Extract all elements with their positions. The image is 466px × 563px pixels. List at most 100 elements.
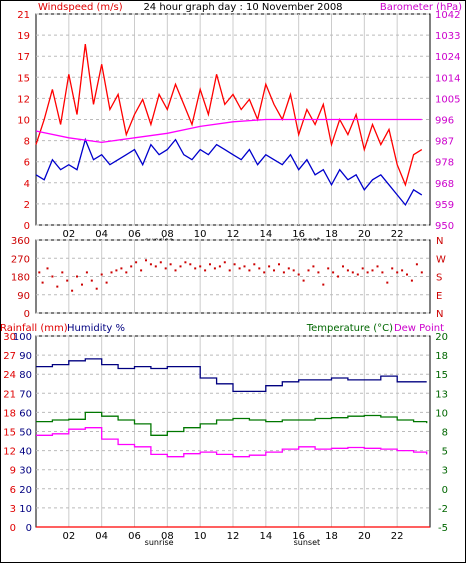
wind-direction-point — [194, 267, 197, 270]
y-right-tick-label: 996 — [435, 116, 454, 127]
y-left-tick-label: 19 — [17, 31, 30, 42]
wind-direction-point — [371, 269, 374, 272]
wind-direction-point — [95, 287, 98, 290]
y-right-tick-label: 1024 — [435, 52, 460, 63]
series-line-temperature — [36, 411, 428, 436]
y-right-tick-label: 968 — [435, 179, 454, 190]
wind-direction-point — [356, 273, 359, 276]
y-right-tick-label: 978 — [435, 158, 454, 169]
wind-direction-point — [204, 269, 207, 272]
y-right-tick-label: N — [436, 309, 443, 320]
wind-direction-point — [145, 259, 147, 262]
y-left-tick-label: 90 — [17, 291, 30, 302]
wind-direction-point — [351, 271, 354, 274]
wind-direction-point — [287, 267, 290, 270]
y-right-tick-label: W — [436, 254, 446, 265]
y-temperature-tick-label: 8 — [442, 428, 448, 439]
x-tick-label: 22 — [391, 229, 404, 240]
y-left-tick-label: 6 — [24, 158, 30, 169]
wind-direction-point — [76, 275, 78, 278]
wind-direction-point — [253, 263, 256, 266]
y-right-tick-label: E — [436, 291, 442, 302]
wind-direction-point — [307, 269, 310, 272]
x-tick-label: 06 — [128, 531, 141, 542]
wind-direction-point — [135, 261, 138, 264]
wind-direction-point — [41, 281, 44, 284]
y-right-tick-label: 1042 — [435, 10, 460, 21]
y-humidity-tick-label: 100 — [13, 332, 32, 343]
wind-direction-point — [199, 265, 202, 268]
y-rain-tick-label: 27 — [3, 351, 16, 362]
x-tick-label: 08 — [161, 531, 174, 542]
y-left-tick-label: 4 — [24, 179, 30, 190]
y-left-tick-label: 12 — [17, 94, 30, 105]
wind-direction-point — [410, 279, 413, 282]
wind-direction-point — [401, 269, 404, 272]
panel1-right-axis-label: Barometer (hPa) — [380, 2, 462, 13]
wind-direction-point — [342, 265, 344, 268]
series-line-dew-point — [36, 427, 428, 458]
x-tick-label: 06 — [128, 229, 141, 240]
y-left-tick-label: 17 — [17, 52, 30, 63]
y-right-tick-label: S — [436, 273, 442, 284]
wind-direction-point — [61, 271, 64, 274]
x-tick-label: 02 — [62, 229, 75, 240]
y-left-tick-label: 0 — [24, 221, 30, 232]
x-tick-label: 10 — [194, 531, 207, 542]
y-rain-tick-label: 0 — [10, 523, 16, 534]
wind-direction-point — [278, 263, 280, 266]
y-right-tick-label: N — [436, 236, 443, 247]
wind-direction-point — [154, 265, 157, 268]
wind-direction-point — [415, 263, 418, 266]
y-right-tick-label: 1033 — [435, 31, 460, 42]
x-tick-label: 20 — [358, 229, 371, 240]
wind-direction-point — [105, 281, 108, 284]
wind-direction-point — [361, 267, 364, 270]
panel3-humidity-label: Humidity % — [67, 323, 125, 334]
wind-direction-point — [228, 269, 231, 272]
panel1-left-axis-label: Windspeed (m/s) — [38, 2, 123, 13]
y-right-tick-label: 987 — [435, 137, 454, 148]
wind-direction-point — [366, 271, 369, 274]
wind-direction-point — [258, 267, 261, 270]
y-left-tick-label: 0 — [24, 309, 30, 320]
y-rain-tick-label: 6 — [10, 485, 16, 496]
wind-direction-point — [396, 271, 399, 274]
y-rain-tick-label: 18 — [3, 408, 16, 419]
y-temperature-tick-label: 0 — [442, 485, 448, 496]
panel3-dewpoint-label: Dew Point — [394, 323, 444, 334]
x-annotation-label: sunrise — [145, 538, 174, 547]
x-tick-label: 08 — [161, 229, 174, 240]
series-line-wind-gust — [35, 44, 423, 187]
x-tick-label: 16 — [292, 229, 305, 240]
wind-direction-point — [164, 267, 167, 270]
wind-direction-point — [346, 269, 349, 272]
wind-direction-point — [140, 269, 143, 272]
wind-direction-point — [248, 269, 251, 272]
wind-direction-point — [213, 267, 216, 270]
y-humidity-tick-label: 60 — [19, 408, 32, 419]
series-line-average-wind — [35, 137, 423, 207]
x-tick-label: 22 — [391, 531, 404, 542]
y-temperature-tick-label: 15 — [435, 370, 448, 381]
wind-direction-point — [223, 261, 226, 264]
wind-direction-point — [317, 271, 320, 274]
y-left-tick-label: 10 — [17, 116, 30, 127]
series-line-humidity — [36, 358, 427, 393]
wind-direction-point — [322, 283, 325, 286]
wind-direction-point — [189, 263, 192, 266]
wind-direction-point — [337, 275, 340, 278]
y-humidity-tick-label: 50 — [19, 428, 32, 439]
x-tick-label: 14 — [259, 531, 272, 542]
wind-direction-point — [218, 265, 221, 268]
wind-direction-point — [312, 265, 315, 268]
y-left-tick-label: 21 — [17, 10, 30, 21]
wind-direction-point — [115, 269, 118, 272]
wind-direction-point — [159, 261, 162, 264]
y-left-tick-label: 270 — [11, 254, 30, 265]
y-rain-tick-label: 12 — [3, 447, 16, 458]
wind-direction-point — [46, 267, 49, 270]
wind-direction-point — [263, 271, 266, 274]
wind-direction-point — [56, 285, 59, 288]
